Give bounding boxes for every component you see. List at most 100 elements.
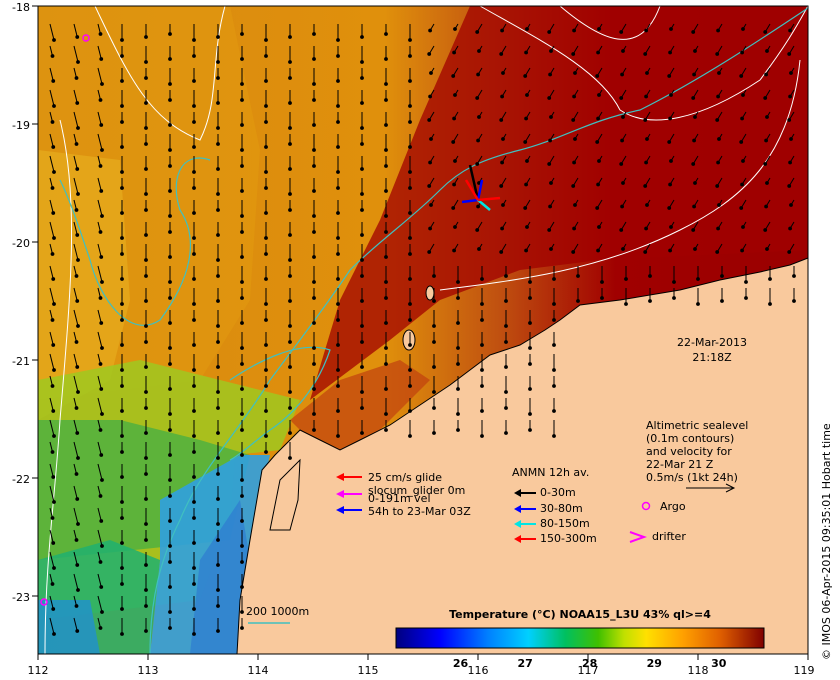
velocity-vector-head bbox=[264, 409, 268, 413]
velocity-vector bbox=[73, 375, 79, 393]
velocity-vector bbox=[49, 199, 54, 214]
velocity-vector-head bbox=[240, 412, 244, 416]
velocity-vector-head bbox=[144, 258, 148, 262]
svg-text:25 cm/s glide: 25 cm/s glide bbox=[368, 471, 442, 484]
island bbox=[402, 329, 416, 351]
velocity-vector-head bbox=[336, 38, 340, 42]
velocity-vector-head bbox=[552, 318, 556, 322]
velocity-vector-head bbox=[168, 189, 172, 193]
velocity-vector-head bbox=[312, 123, 316, 127]
velocity-vector-head bbox=[288, 126, 292, 130]
velocity-vector-head bbox=[740, 248, 744, 253]
velocity-vector-head bbox=[452, 248, 457, 253]
velocity-vector-head bbox=[168, 387, 172, 391]
velocity-vector-head bbox=[480, 368, 484, 372]
velocity-vector-head bbox=[480, 343, 484, 347]
velocity-vector-head bbox=[216, 522, 220, 526]
velocity-vector-head bbox=[669, 93, 673, 97]
velocity-vector-head bbox=[408, 186, 412, 190]
velocity-vector-head bbox=[741, 225, 745, 229]
velocity-vector-head bbox=[571, 250, 576, 254]
lat-tick: -23 bbox=[12, 591, 30, 604]
velocity-vector bbox=[49, 331, 54, 346]
velocity-vector-head bbox=[75, 629, 80, 633]
velocity-vector-head bbox=[52, 38, 56, 42]
velocity-vector-head bbox=[499, 52, 504, 56]
svg-text:22-Mar 21 Z: 22-Mar 21 Z bbox=[646, 458, 714, 471]
velocity-vector bbox=[49, 529, 54, 544]
velocity-vector-head bbox=[192, 475, 196, 479]
velocity-vector-head bbox=[360, 406, 364, 410]
velocity-vector-head bbox=[360, 340, 364, 344]
velocity-vector-head bbox=[120, 500, 124, 504]
velocity-vector-head bbox=[788, 226, 792, 231]
velocity-vector-head bbox=[408, 236, 412, 240]
velocity-vector-head bbox=[336, 79, 340, 83]
lat-axis: -18 -19 -20 -21 -22 -23 bbox=[12, 1, 30, 604]
velocity-vector-head bbox=[312, 32, 316, 36]
map-time: 21:18Z bbox=[692, 351, 732, 364]
velocity-vector-head bbox=[384, 230, 388, 234]
velocity-vector-head bbox=[480, 302, 484, 306]
velocity-vector-head bbox=[240, 387, 244, 391]
velocity-vector-head bbox=[168, 321, 172, 325]
velocity-vector-head bbox=[360, 142, 364, 146]
velocity-vector-head bbox=[192, 104, 196, 108]
velocity-vector-head bbox=[288, 340, 292, 344]
velocity-vector-head bbox=[456, 428, 460, 432]
velocity-vector-head bbox=[76, 258, 80, 262]
velocity-vector-head bbox=[264, 79, 268, 83]
colorbar-title: Temperature (°C) NOAA15_L3U 43% ql>=4 bbox=[449, 608, 711, 621]
velocity-vector-head bbox=[619, 96, 624, 100]
velocity-vector-head bbox=[144, 233, 148, 237]
velocity-vector-head bbox=[120, 343, 124, 347]
velocity-vector bbox=[49, 485, 55, 503]
velocity-vector-head bbox=[99, 519, 104, 523]
velocity-vector-head bbox=[740, 50, 744, 55]
velocity-vector-head bbox=[216, 233, 220, 237]
velocity-vector-head bbox=[741, 159, 745, 163]
velocity-vector-head bbox=[549, 115, 553, 119]
velocity-vector-head bbox=[739, 140, 744, 144]
velocity-vector-head bbox=[621, 49, 625, 53]
velocity-vector-head bbox=[52, 434, 56, 438]
velocity-vector-head bbox=[789, 203, 793, 207]
velocity-vector-head bbox=[408, 409, 412, 413]
velocity-vector-head bbox=[192, 516, 196, 520]
velocity-vector bbox=[73, 485, 78, 500]
velocity-vector-head bbox=[336, 277, 340, 281]
velocity-vector-head bbox=[120, 252, 124, 256]
velocity-vector-head bbox=[501, 203, 505, 207]
velocity-vector-head bbox=[192, 409, 196, 413]
velocity-vector-head bbox=[619, 228, 624, 232]
velocity-vector-head bbox=[788, 160, 792, 165]
velocity-vector-head bbox=[525, 225, 529, 229]
velocity-vector-head bbox=[504, 390, 508, 394]
velocity-vector-head bbox=[240, 32, 244, 36]
velocity-vector-head bbox=[192, 236, 196, 240]
velocity-vector-head bbox=[453, 93, 457, 97]
velocity-vector-head bbox=[668, 116, 672, 121]
velocity-vector-head bbox=[792, 274, 796, 278]
velocity-vector-head bbox=[240, 164, 244, 168]
velocity-vector-head bbox=[720, 299, 724, 303]
velocity-vector-head bbox=[120, 54, 124, 58]
velocity-vector-head bbox=[264, 368, 268, 372]
colorbar-tick-label: 29 bbox=[647, 657, 662, 670]
velocity-vector-head bbox=[384, 148, 388, 152]
velocity-vector-head bbox=[717, 71, 721, 75]
velocity-vector-head bbox=[99, 123, 104, 127]
velocity-vector-head bbox=[168, 626, 172, 630]
velocity-vector-head bbox=[693, 115, 697, 119]
velocity-vector bbox=[49, 353, 55, 371]
velocity-vector-head bbox=[451, 140, 456, 144]
velocity-vector-head bbox=[360, 390, 364, 394]
velocity-vector-head bbox=[643, 52, 648, 56]
velocity-vector-head bbox=[120, 434, 124, 438]
velocity-vector-head bbox=[643, 184, 648, 188]
velocity-vector bbox=[97, 111, 102, 126]
velocity-vector-head bbox=[288, 35, 292, 39]
velocity-vector-head bbox=[240, 494, 244, 498]
velocity-vector-head bbox=[168, 123, 172, 127]
velocity-vector-head bbox=[288, 101, 292, 105]
